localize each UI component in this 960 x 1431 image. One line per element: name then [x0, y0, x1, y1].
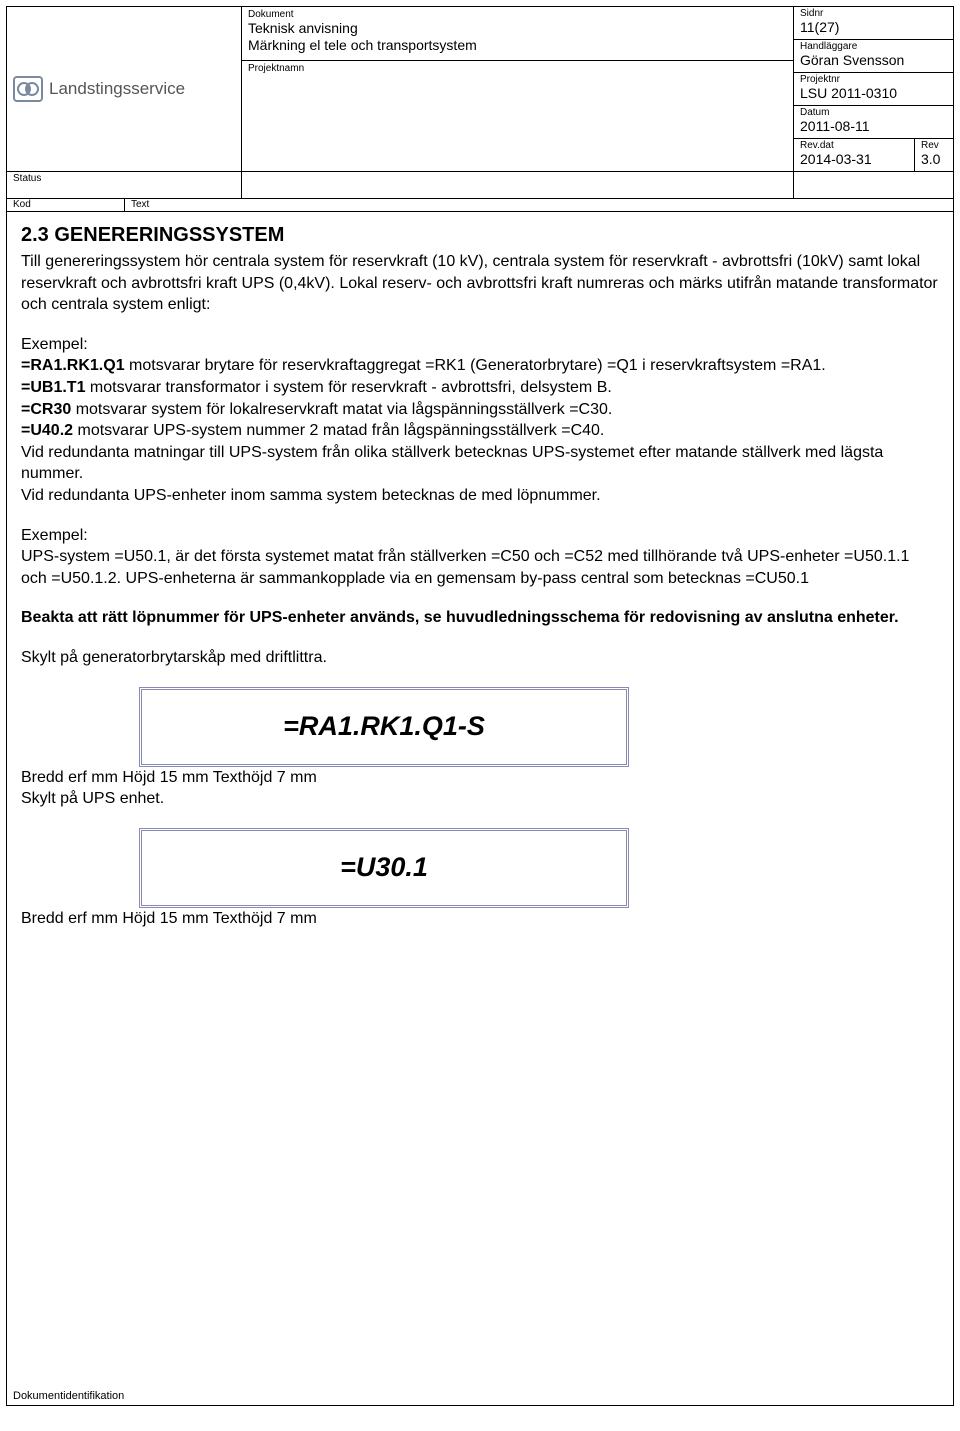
- label-plate-1: =RA1.RK1.Q1-S: [139, 687, 629, 767]
- code-u40: =U40.2: [21, 422, 73, 439]
- projektnr-label: Projektnr: [800, 74, 947, 85]
- label-plate-1-text: =RA1.RK1.Q1-S: [283, 708, 485, 744]
- logo-text: Landstingsservice: [49, 79, 185, 99]
- kod-row: Kod Text: [7, 199, 953, 212]
- example-line-3: =CR30 motsvarar system för lokalreservkr…: [21, 399, 939, 421]
- rev-row: Rev.dat 2014-03-31 Rev 3.0: [794, 139, 953, 171]
- example-line-3-rest: motsvarar system för lokalreservkraft ma…: [71, 401, 612, 418]
- rev-label: Rev: [921, 140, 947, 151]
- footer-text: Dokumentidentifikation: [13, 1390, 124, 1402]
- example-line-4: =U40.2 motsvarar UPS-system nummer 2 mat…: [21, 420, 939, 442]
- rev-value: 3.0: [921, 151, 940, 167]
- sidnr-value: 11(27): [800, 19, 839, 35]
- paragraph-notice: Beakta att rätt löpnummer för UPS-enhete…: [21, 607, 939, 629]
- kod-label: Kod: [7, 199, 125, 211]
- label-plate-2-text: =U30.1: [340, 849, 428, 885]
- dokument-line2: Märkning el tele och transportsystem: [248, 37, 787, 54]
- code-ra1: =RA1.RK1.Q1: [21, 357, 125, 374]
- footer: Dokumentidentifikation: [7, 1387, 953, 1405]
- code-cr30: =CR30: [21, 401, 71, 418]
- header-center: Dokument Teknisk anvisning Märkning el t…: [242, 7, 793, 171]
- sidnr-label: Sidnr: [800, 8, 947, 19]
- paragraph-skylt-1: Skylt på generatorbrytarskåp med driftli…: [21, 647, 939, 669]
- content: 2.3 GENERERINGSSYSTEM Till genereringssy…: [7, 212, 953, 1387]
- handlaggare-value: Göran Svensson: [800, 52, 904, 68]
- status-center: [242, 172, 793, 198]
- header-projektnamn-cell: Projektnamn: [242, 61, 793, 171]
- paragraph-intro: Till genereringssystem hör centrala syst…: [21, 251, 939, 316]
- example-line-4-rest: motsvarar UPS-system nummer 2 matad från…: [73, 422, 604, 439]
- example-line-1: =RA1.RK1.Q1 motsvarar brytare för reserv…: [21, 355, 939, 377]
- status-label: Status: [13, 173, 235, 184]
- header-right: Sidnr 11(27) Handläggare Göran Svensson …: [793, 7, 953, 171]
- status-right: [793, 172, 953, 198]
- paragraph-ups-example: UPS-system =U50.1, är det första systeme…: [21, 546, 939, 589]
- revdat-cell: Rev.dat 2014-03-31: [794, 139, 915, 171]
- projektnr-cell: Projektnr LSU 2011-0310: [794, 73, 953, 106]
- text-label: Text: [125, 199, 953, 211]
- header-grid: Landstingsservice Dokument Teknisk anvis…: [7, 7, 953, 172]
- paragraph-redundant-2: Vid redundanta UPS-enheter inom samma sy…: [21, 485, 939, 507]
- example-line-2-rest: motsvarar transformator i system för res…: [85, 379, 611, 396]
- dokument-label: Dokument: [248, 9, 787, 20]
- datum-cell: Datum 2011-08-11: [794, 106, 953, 139]
- rev-cell: Rev 3.0: [915, 139, 953, 171]
- handlaggare-label: Handläggare: [800, 41, 947, 52]
- status-cell: Status: [7, 172, 242, 198]
- datum-label: Datum: [800, 107, 947, 118]
- label-plate-2-dims: Bredd erf mm Höjd 15 mm Texthöjd 7 mm: [21, 908, 939, 930]
- example-line-2: =UB1.T1 motsvarar transformator i system…: [21, 377, 939, 399]
- code-ub1: =UB1.T1: [21, 379, 85, 396]
- header-dokument-cell: Dokument Teknisk anvisning Märkning el t…: [242, 7, 793, 61]
- logo-icon: [13, 76, 43, 102]
- projektnamn-label: Projektnamn: [248, 63, 787, 74]
- example-line-1-rest: motsvarar brytare för reservkraftaggrega…: [125, 357, 826, 374]
- revdat-value: 2014-03-31: [800, 151, 872, 167]
- page-frame: Landstingsservice Dokument Teknisk anvis…: [6, 6, 954, 1406]
- section-heading: 2.3 GENERERINGSSYSTEM: [21, 222, 939, 249]
- revdat-label: Rev.dat: [800, 140, 908, 151]
- datum-value: 2011-08-11: [800, 118, 870, 134]
- label-plate-1-dims: Bredd erf mm Höjd 15 mm Texthöjd 7 mm: [21, 767, 939, 789]
- dokument-line1: Teknisk anvisning: [248, 20, 787, 37]
- paragraph-redundant-1: Vid redundanta matningar till UPS-system…: [21, 442, 939, 485]
- sidnr-cell: Sidnr 11(27): [794, 7, 953, 40]
- status-row: Status: [7, 171, 953, 199]
- projektnr-value: LSU 2011-0310: [800, 85, 897, 101]
- example-label-1: Exempel:: [21, 334, 939, 356]
- label-plate-2: =U30.1: [139, 828, 629, 908]
- header-logo-cell: Landstingsservice: [7, 7, 242, 171]
- handlaggare-cell: Handläggare Göran Svensson: [794, 40, 953, 73]
- paragraph-skylt-2: Skylt på UPS enhet.: [21, 788, 939, 810]
- example-label-2: Exempel:: [21, 525, 939, 547]
